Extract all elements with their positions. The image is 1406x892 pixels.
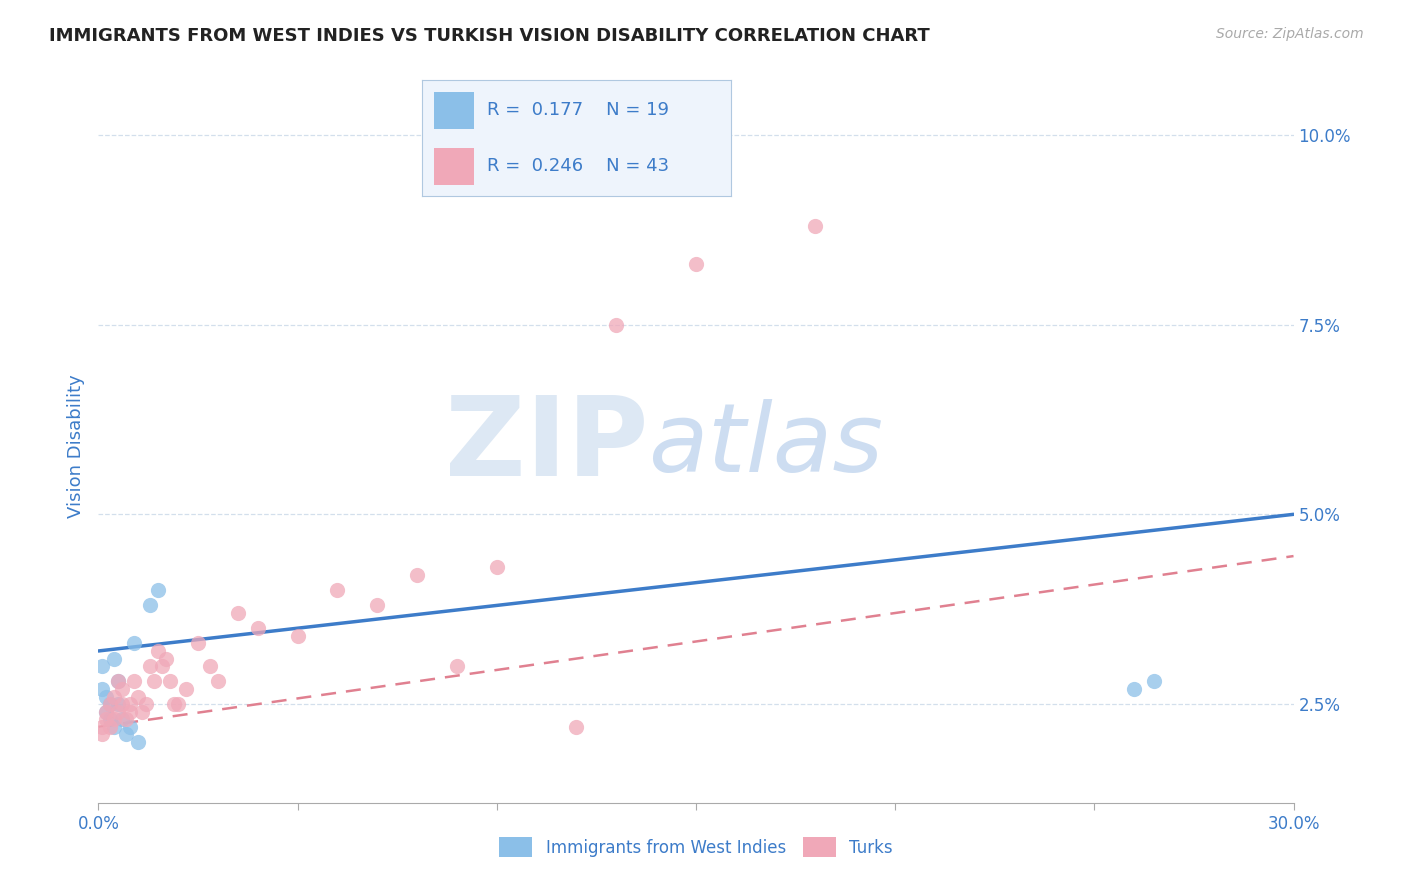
Point <box>605 318 627 332</box>
Point <box>326 583 349 598</box>
Point <box>120 720 142 734</box>
Text: Source: ZipAtlas.com: Source: ZipAtlas.com <box>1216 27 1364 41</box>
Point <box>98 720 122 734</box>
Text: IMMIGRANTS FROM WEST INDIES VS TURKISH VISION DISABILITY CORRELATION CHART: IMMIGRANTS FROM WEST INDIES VS TURKISH V… <box>49 27 929 45</box>
Point <box>91 720 114 734</box>
Point <box>103 690 125 704</box>
Point <box>111 712 134 726</box>
Point <box>187 636 209 650</box>
Point <box>96 705 118 719</box>
Point <box>1123 681 1146 696</box>
Point <box>135 697 157 711</box>
Point <box>174 681 197 696</box>
Text: R =  0.177    N = 19: R = 0.177 N = 19 <box>486 102 669 120</box>
Point <box>103 651 125 665</box>
Point <box>91 659 114 673</box>
Point <box>565 720 588 734</box>
Point <box>159 674 181 689</box>
Point <box>148 583 170 598</box>
Bar <box>434 147 474 185</box>
Point <box>406 568 429 582</box>
Point <box>91 681 114 696</box>
Point <box>366 599 388 613</box>
Y-axis label: Vision Disability: Vision Disability <box>66 374 84 518</box>
Point <box>103 720 125 734</box>
Point <box>111 681 134 696</box>
Point <box>96 690 118 704</box>
Point <box>127 735 149 749</box>
Point <box>198 659 221 673</box>
Point <box>131 705 153 719</box>
Point <box>96 712 118 726</box>
Point <box>148 644 170 658</box>
Point <box>115 727 138 741</box>
Point <box>96 705 118 719</box>
Point <box>107 705 129 719</box>
Point <box>485 560 508 574</box>
Point <box>1143 674 1166 689</box>
Point <box>98 697 122 711</box>
Point <box>804 219 827 233</box>
Point <box>107 674 129 689</box>
Point <box>685 257 707 271</box>
Point <box>111 697 134 711</box>
Point <box>98 697 122 711</box>
Point <box>127 690 149 704</box>
Point <box>167 697 190 711</box>
Point <box>287 629 309 643</box>
Point <box>150 659 173 673</box>
Bar <box>434 92 474 129</box>
Point <box>120 697 142 711</box>
Point <box>139 599 162 613</box>
Point <box>139 659 162 673</box>
Point <box>107 674 129 689</box>
Point <box>246 621 269 635</box>
Point <box>207 674 229 689</box>
Point <box>155 651 177 665</box>
Point <box>120 705 142 719</box>
Point <box>163 697 186 711</box>
Point <box>124 636 146 650</box>
Point <box>98 712 122 726</box>
Point <box>446 659 468 673</box>
Point <box>115 712 138 726</box>
Point <box>226 606 249 620</box>
Text: R =  0.246    N = 43: R = 0.246 N = 43 <box>486 157 669 175</box>
Point <box>143 674 166 689</box>
Text: ZIP: ZIP <box>444 392 648 500</box>
Legend: Immigrants from West Indies, Turks: Immigrants from West Indies, Turks <box>491 829 901 866</box>
Point <box>103 712 125 726</box>
Point <box>124 674 146 689</box>
Text: atlas: atlas <box>648 400 883 492</box>
Point <box>107 697 129 711</box>
Point <box>91 727 114 741</box>
